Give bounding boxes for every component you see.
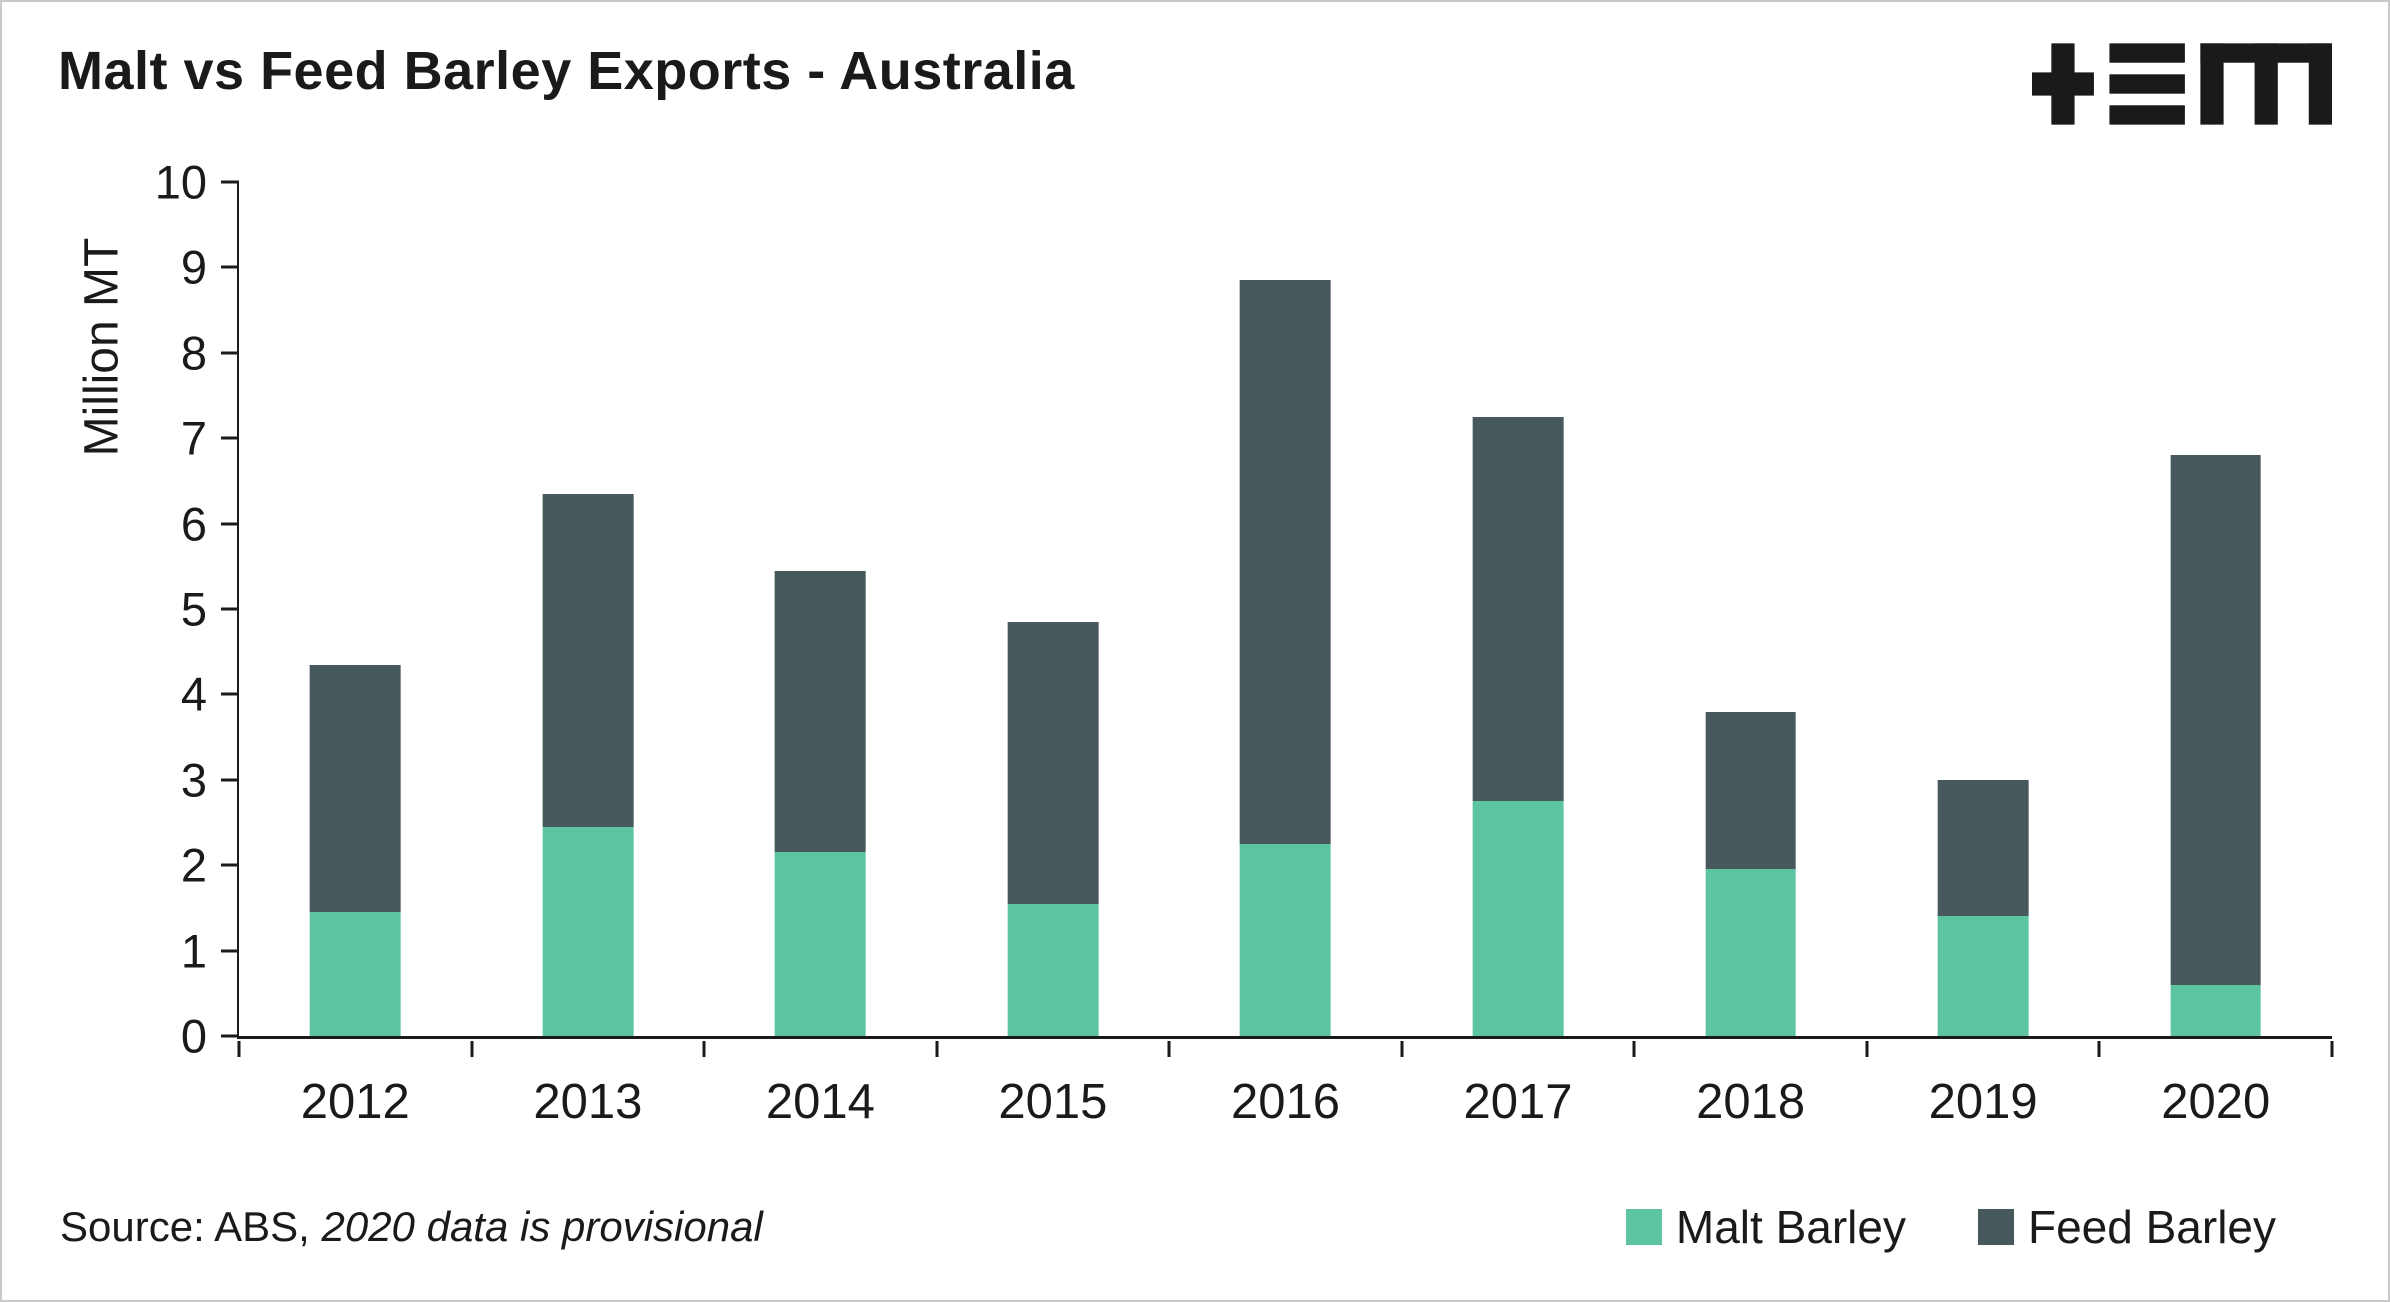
y-axis-tick-label: 9 xyxy=(180,240,207,294)
y-axis-tick xyxy=(221,863,239,867)
y-axis-tick-label: 2 xyxy=(180,838,207,892)
bar-segment-feed-barley xyxy=(775,570,866,853)
x-axis-tick xyxy=(1400,1041,1404,1057)
bar-segment-feed-barley xyxy=(1937,779,2029,917)
y-axis-tick-label: 6 xyxy=(180,497,207,551)
y-axis-tick xyxy=(221,1034,239,1038)
y-axis-tick xyxy=(221,180,239,184)
x-axis-label: 2018 xyxy=(1696,1075,1806,1129)
chart-footer: Source: ABS, 2020 data is provisional Ma… xyxy=(60,1200,2276,1254)
bar-segment-feed-barley xyxy=(1472,416,1564,802)
stacked-bar xyxy=(1705,182,1796,1036)
bar-slot: 2012 xyxy=(239,182,472,1129)
bar-segment-malt-barley xyxy=(1007,903,1099,1036)
y-axis-tick xyxy=(221,265,239,269)
stacked-bar xyxy=(2170,182,2262,1036)
legend-item-feed-barley: Feed Barley xyxy=(1977,1200,2276,1254)
bar-slot: 2019 xyxy=(1867,182,2100,1129)
y-axis-title: Million MT xyxy=(75,237,129,457)
bar-segment-feed-barley xyxy=(2170,455,2262,985)
x-axis-tick xyxy=(470,1041,474,1057)
bar-segment-malt-barley xyxy=(2170,984,2262,1036)
y-axis-tick-label: 4 xyxy=(180,667,207,721)
stacked-bar xyxy=(1937,182,2029,1036)
bar-segment-malt-barley xyxy=(1240,843,1331,1036)
legend-swatch-feed-barley xyxy=(1977,1209,2014,1245)
stacked-bar xyxy=(1472,182,1564,1036)
x-axis-label: 2017 xyxy=(1463,1075,1573,1129)
x-axis-label: 2012 xyxy=(300,1075,410,1129)
y-axis-tick-label: 0 xyxy=(180,1009,207,1063)
legend: Malt Barley Feed Barley xyxy=(1625,1200,2276,1254)
plot-area: 0 1 2 3 4 5 6 7 8 9 10 2012 2013 2014 2015 2016 2017 2018… xyxy=(155,159,2334,1129)
bar-slot: 2017 xyxy=(1402,182,1635,1129)
stacked-bar xyxy=(1007,182,1099,1036)
y-axis-tick xyxy=(221,949,239,953)
stacked-bar xyxy=(309,182,401,1036)
y-axis-tick xyxy=(221,351,239,355)
stacked-bar xyxy=(775,182,866,1036)
bar-slot: 2014 xyxy=(704,182,937,1129)
bar-slot: 2015 xyxy=(937,182,1170,1129)
x-axis-label: 2020 xyxy=(2161,1075,2271,1129)
plot-wrap: 0 1 2 3 4 5 6 7 8 9 10 2012 2013 2014 2015 2016 2017 2018… xyxy=(155,159,2334,1129)
source-note-italic: 2020 data is provisional xyxy=(321,1203,763,1250)
bar-segment-malt-barley xyxy=(542,826,634,1036)
x-axis-tick xyxy=(1632,1041,1636,1057)
y-axis-tick xyxy=(221,778,239,782)
bar-segment-feed-barley xyxy=(542,493,634,827)
bar-slot: 2018 xyxy=(1634,182,1867,1129)
x-axis-tick xyxy=(935,1041,939,1057)
bar-slot: 2013 xyxy=(472,182,705,1129)
x-axis-tick xyxy=(2097,1041,2101,1057)
stacked-bar xyxy=(542,182,634,1036)
x-axis-label: 2014 xyxy=(765,1075,875,1129)
bar-segment-feed-barley xyxy=(309,664,401,913)
y-axis-tick xyxy=(221,692,239,696)
bar-slot: 2016 xyxy=(1169,182,1402,1129)
y-axis-tick xyxy=(221,522,239,526)
legend-label-feed-barley: Feed Barley xyxy=(2027,1201,2276,1253)
x-axis-label: 2015 xyxy=(998,1075,1108,1129)
x-axis-label: 2016 xyxy=(1230,1075,1340,1129)
stacked-bar xyxy=(1240,182,1331,1036)
bar-segment-feed-barley xyxy=(1007,621,1099,904)
bar-segment-feed-barley xyxy=(1240,280,1331,844)
source-note-prefix: Source: ABS, xyxy=(60,1203,322,1250)
bar-segment-malt-barley xyxy=(775,852,866,1036)
y-axis-tick-label: 3 xyxy=(180,753,207,807)
bar-segment-feed-barley xyxy=(1705,711,1796,870)
x-axis-label: 2019 xyxy=(1928,1075,2038,1129)
x-axis-tick xyxy=(1865,1041,1869,1057)
x-axis-tick xyxy=(2330,1041,2334,1057)
legend-item-malt-barley: Malt Barley xyxy=(1625,1200,1906,1254)
legend-label-malt-barley: Malt Barley xyxy=(1675,1201,1906,1253)
bar-segment-malt-barley xyxy=(1472,801,1564,1036)
x-axis-label: 2013 xyxy=(533,1075,643,1129)
x-axis-tick xyxy=(1167,1041,1171,1057)
chart-title: Malt vs Feed Barley Exports - Australia xyxy=(58,41,1075,101)
y-axis-tick-label: 5 xyxy=(180,582,207,636)
x-axis-tick xyxy=(237,1041,241,1057)
bar-slot: 2020 xyxy=(2099,182,2332,1129)
source-note: Source: ABS, 2020 data is provisional xyxy=(60,1203,763,1251)
bar-segment-malt-barley xyxy=(309,912,401,1036)
legend-swatch-malt-barley xyxy=(1625,1209,1662,1245)
bar-segment-malt-barley xyxy=(1705,869,1796,1036)
y-axis-tick-label: 10 xyxy=(154,155,207,209)
tem-logo-icon xyxy=(2032,32,2332,136)
y-axis-tick xyxy=(221,607,239,611)
x-axis-tick xyxy=(702,1041,706,1057)
y-axis-tick-label: 1 xyxy=(180,924,207,978)
y-axis-tick xyxy=(221,436,239,440)
y-axis-tick-label: 7 xyxy=(180,411,207,465)
bar-segment-malt-barley xyxy=(1937,916,2029,1036)
y-axis-tick-label: 8 xyxy=(180,326,207,380)
chart-header: Malt vs Feed Barley Exports - Australia xyxy=(58,32,2332,136)
